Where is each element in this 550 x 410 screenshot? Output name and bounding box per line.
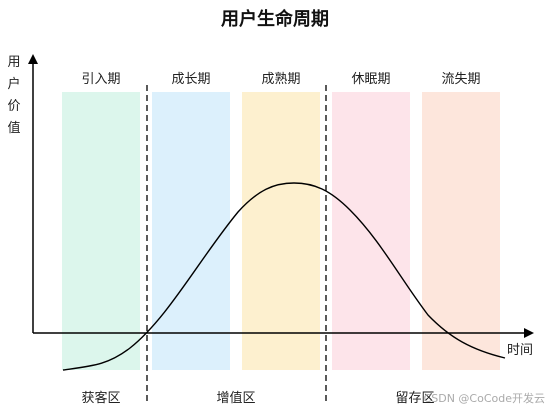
x-axis-label: 时间 xyxy=(507,343,533,358)
watermark: CSDN @CoCode开发云 xyxy=(424,391,545,405)
zone-label-acquisition: 获客区 xyxy=(81,390,120,406)
zone-label-value-added: 增值区 xyxy=(216,390,255,406)
lifecycle-curve xyxy=(62,182,506,371)
stage-label-maturity: 成熟期 xyxy=(261,71,300,87)
stage-band-intro xyxy=(62,92,140,370)
stage-label-growth: 成长期 xyxy=(171,72,210,87)
y-axis-label-char-4: 值 xyxy=(7,120,20,136)
stage-band-dormant xyxy=(332,92,410,370)
y-axis-label-char-1: 用 xyxy=(7,55,20,70)
y-axis-label-char-3: 价 xyxy=(7,99,20,114)
diagram-title: 用户生命周期 xyxy=(221,8,329,30)
stage-band-maturity xyxy=(242,92,320,370)
stage-band-churn xyxy=(422,92,500,370)
y-axis-label-char-2: 户 xyxy=(7,76,20,92)
stage-band-growth xyxy=(152,92,230,370)
stage-label-dormant: 休眠期 xyxy=(351,72,390,87)
stage-label-intro: 引入期 xyxy=(81,72,120,87)
zone-label-retention: 留存区 xyxy=(395,391,434,406)
stage-label-churn: 流失期 xyxy=(441,72,480,87)
